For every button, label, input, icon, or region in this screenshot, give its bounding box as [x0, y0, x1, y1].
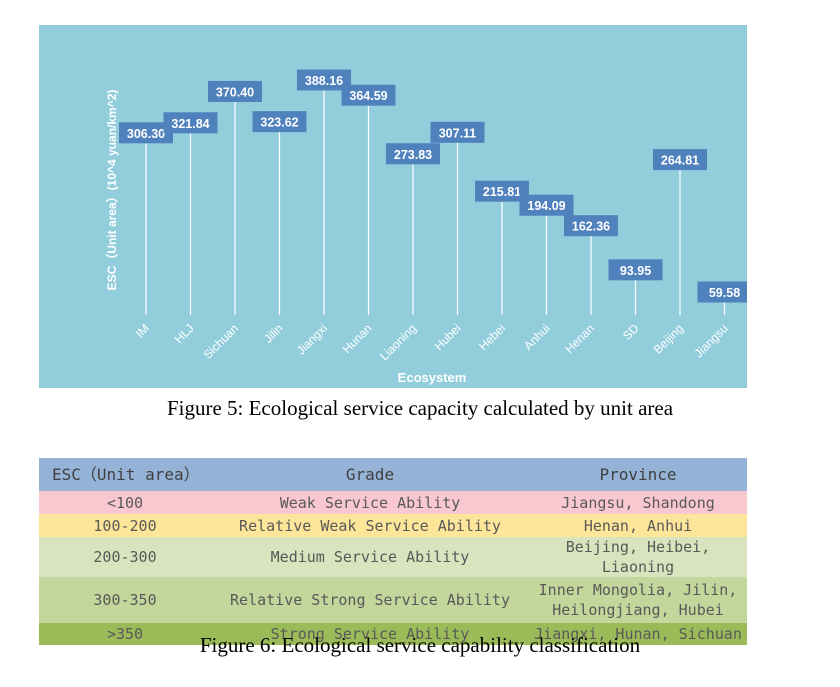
- province-line-1: Inner Mongolia, Jilin,: [538, 581, 738, 599]
- header-province: Province: [529, 458, 747, 491]
- value-label-box-hebei: [475, 180, 529, 202]
- value-label-hunan: 364.59: [349, 89, 387, 103]
- value-label-box-henan: [564, 215, 618, 237]
- table-header-row: ESC（Unit area） Grade Province: [39, 458, 747, 491]
- cell-province: Beijing, Heibei, Liaoning: [529, 537, 747, 577]
- category-label-beijing: Beijing: [651, 321, 686, 356]
- cell-esc: 300-350: [39, 577, 211, 623]
- cell-esc: 100-200: [39, 514, 211, 537]
- table-row: 200-300 Medium Service Ability Beijing, …: [39, 537, 747, 577]
- category-label-anhui: Anhui: [521, 321, 553, 353]
- category-label-sd: SD: [620, 321, 642, 343]
- classification-table: ESC（Unit area） Grade Province <100 Weak …: [39, 458, 747, 645]
- cell-grade: Medium Service Ability: [211, 537, 529, 577]
- cell-esc: <100: [39, 491, 211, 514]
- cell-province: Jiangsu, Shandong: [529, 491, 747, 514]
- value-label-henan: 162.36: [572, 220, 610, 234]
- cell-province: Inner Mongolia, Jilin, Heilongjiang, Hub…: [529, 577, 747, 623]
- value-label-hebei: 215.81: [483, 185, 521, 199]
- category-label-hubei: Hubei: [432, 321, 464, 353]
- value-label-beijing: 264.81: [661, 154, 699, 168]
- table-row: 100-200 Relative Weak Service Ability He…: [39, 514, 747, 537]
- value-label-hlj: 321.84: [171, 117, 209, 131]
- y-axis-title: ESC（Unit area）(10^4 yuan/km^2): [104, 90, 119, 291]
- value-label-box-beijing: [653, 149, 707, 171]
- cell-esc: >350: [39, 623, 211, 645]
- x-axis-title: Ecosystem: [398, 370, 467, 385]
- category-label-jilin: Jilin: [261, 321, 286, 346]
- province-line-2: Heilongjiang, Hubei: [552, 601, 724, 619]
- value-label-box-im: [119, 122, 173, 144]
- cell-grade: Relative Strong Service Ability: [211, 577, 529, 623]
- value-label-box-jiangsu: [697, 281, 747, 303]
- category-label-hebei: Hebei: [476, 321, 508, 353]
- header-esc: ESC（Unit area）: [39, 458, 211, 491]
- value-label-sd: 93.95: [620, 264, 651, 278]
- category-label-hunan: Hunan: [340, 321, 375, 356]
- figure-5-caption: Figure 5: Ecological service capacity ca…: [166, 396, 674, 420]
- cell-esc: 200-300: [39, 537, 211, 577]
- cell-province: Henan, Anhui: [529, 514, 747, 537]
- value-label-anhui: 194.09: [527, 199, 565, 213]
- figure-5-chart: 306.30 IM 321.84 HLJ 370.40 Sichuan 323.62 Jili…: [39, 25, 747, 388]
- value-label-hubei: 307.11: [439, 126, 477, 140]
- value-label-jilin: 323.62: [260, 116, 298, 130]
- value-label-box-liaoning: [386, 143, 440, 165]
- category-label-hlj: HLJ: [172, 321, 197, 346]
- cell-grade: Relative Weak Service Ability: [211, 514, 529, 537]
- value-label-liaoning: 273.83: [394, 148, 432, 162]
- category-label-henan: Henan: [562, 321, 597, 356]
- header-grade: Grade: [211, 458, 529, 491]
- table-row: >350 Strong Service Ability Jiangxi, Hun…: [39, 623, 747, 645]
- table-row: <100 Weak Service Ability Jiangsu, Shand…: [39, 491, 747, 514]
- cell-province: Jiangxi, Hunan, Sichuan: [529, 623, 747, 645]
- chart-svg: 306.30 IM 321.84 HLJ 370.40 Sichuan 323.62 Jili…: [104, 69, 747, 385]
- value-label-sichuan: 370.40: [216, 85, 254, 99]
- cell-grade: Weak Service Ability: [211, 491, 529, 514]
- cell-grade: Strong Service Ability: [211, 623, 529, 645]
- value-label-box-anhui: [519, 194, 574, 216]
- value-label-jiangxi: 388.16: [305, 74, 343, 88]
- value-label-box-hlj: [163, 112, 218, 134]
- table-row: 300-350 Relative Strong Service Ability …: [39, 577, 747, 623]
- value-label-box-hunan: [341, 84, 396, 106]
- category-label-liaoning: Liaoning: [377, 321, 419, 363]
- value-label-box-hubei: [430, 121, 485, 143]
- value-label-box-jilin: [252, 111, 307, 133]
- value-label-box-sichuan: [208, 80, 262, 102]
- category-label-sichuan: Sichuan: [201, 321, 242, 362]
- value-label-box-sd: [608, 259, 663, 281]
- category-label-im: IM: [133, 321, 152, 340]
- value-label-box-jiangxi: [297, 69, 351, 91]
- figure-6-caption: Figure 6: Ecological service capability …: [199, 633, 641, 657]
- category-label-jiangxi: Jiangxi: [294, 321, 330, 357]
- value-label-jiangsu: 59.58: [709, 286, 740, 300]
- category-label-jiangsu: Jiangsu: [691, 321, 730, 360]
- value-label-im: 306.30: [127, 127, 165, 141]
